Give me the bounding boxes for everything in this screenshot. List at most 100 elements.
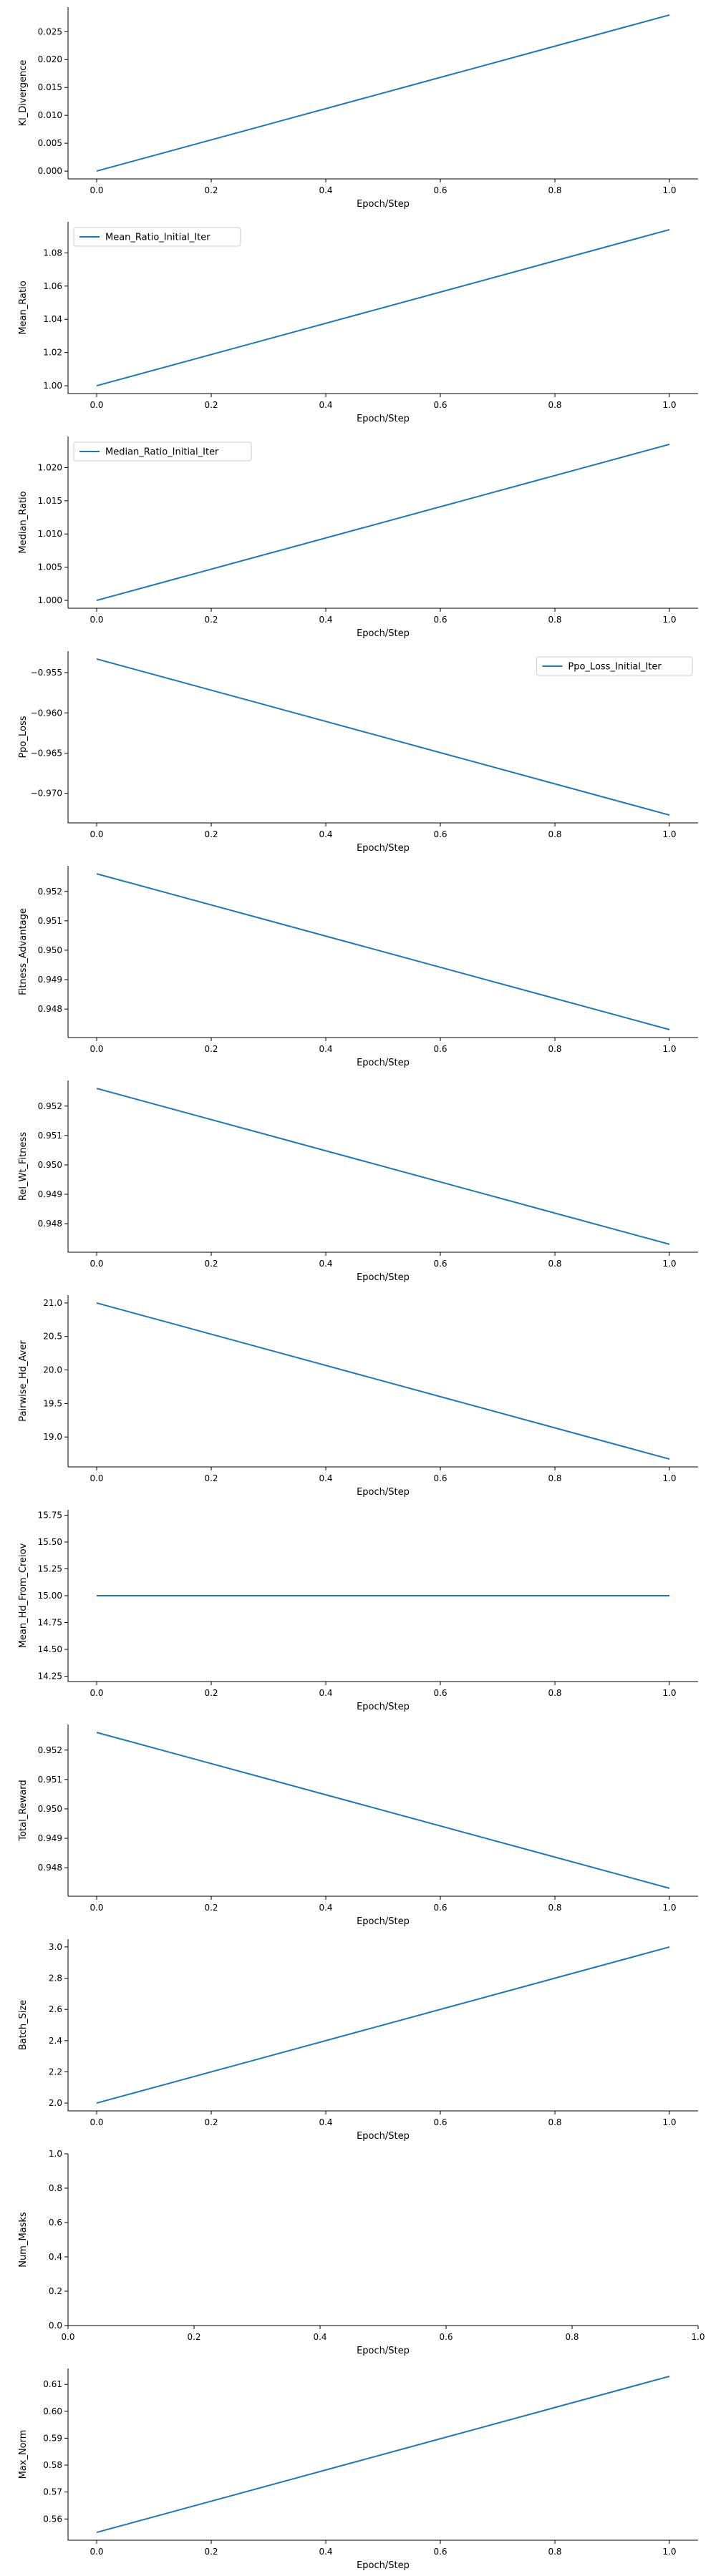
chart-panel-9: 0.0 0.2 0.4 0.6 0.8 1.0 0.948 0.949 0.950 0.951 0.…	[18, 1724, 698, 1927]
y-tick-label: 1.00	[43, 381, 62, 391]
series-line	[96, 443, 670, 602]
y-axis-label: Mean_Ratio	[18, 280, 29, 334]
y-tick-label: 0.951	[38, 1775, 62, 1785]
x-tick-label: 1.0	[662, 2547, 676, 2557]
x-tick-label: 1.0	[662, 185, 676, 195]
y-tick-label: 0.949	[38, 975, 62, 985]
x-axis-label: Epoch/Step	[357, 2560, 410, 2571]
x-axis-label: Epoch/Step	[357, 1916, 410, 1927]
x-tick-label: 0.6	[433, 2547, 447, 2557]
y-tick-label: 0.020	[38, 54, 62, 64]
y-tick-label: 0.949	[38, 1189, 62, 1199]
legend-box	[73, 441, 252, 462]
x-tick-label: 0.8	[548, 2547, 561, 2557]
y-axis-label: Num_Masks	[18, 2212, 29, 2268]
x-tick-label: 0.8	[548, 1688, 561, 1698]
x-tick-label: 1.0	[662, 400, 676, 410]
y-tick-label: 0.6	[49, 2218, 62, 2228]
x-tick-label: 0.2	[204, 2547, 218, 2557]
y-tick-label: 2.4	[49, 2036, 62, 2046]
x-tick-label: 0.6	[433, 615, 447, 625]
y-tick-label: −0.955	[31, 668, 62, 678]
y-tick-label: 1.08	[43, 248, 62, 258]
x-tick-label: 0.6	[433, 1259, 447, 1269]
chart-panel-5: 0.0 0.2 0.4 0.6 0.8 1.0 0.948 0.949 0.950 0.951 0.…	[18, 866, 698, 1068]
y-tick-label: 0.948	[38, 1004, 62, 1014]
y-tick-label: 0.950	[38, 1160, 62, 1170]
y-tick-label: 20.0	[43, 1365, 62, 1375]
x-tick-label: 0.2	[204, 1259, 218, 1269]
x-tick-label: 0.6	[433, 1473, 447, 1483]
x-tick-label: 1.0	[662, 1473, 676, 1483]
x-tick-label: 0.2	[204, 1044, 218, 1054]
y-tick-label: 0.2	[49, 2286, 62, 2296]
series-line	[96, 2375, 670, 2534]
y-tick-label: 21.0	[43, 1298, 62, 1308]
y-tick-label: 0.60	[43, 2406, 62, 2416]
y-tick-label: 0.952	[38, 1745, 62, 1755]
y-tick-label: 15.50	[38, 1537, 62, 1547]
y-tick-label: 0.010	[38, 110, 62, 120]
x-tick-label: 0.6	[433, 2117, 447, 2127]
legend: Median_Ratio_Initial_Iter	[73, 441, 252, 462]
y-tick-label: 2.8	[49, 1974, 62, 1984]
legend-label: Ppo_Loss_Initial_Iter	[568, 662, 662, 673]
y-tick-label: 20.5	[43, 1332, 62, 1342]
series-line	[96, 1088, 670, 1245]
x-tick-label: 0.4	[319, 1044, 332, 1054]
y-axis-label: Mean_Hd_From_Creiov	[18, 1543, 29, 1648]
y-tick-label: 15.75	[38, 1511, 62, 1521]
x-tick-label: 0.0	[90, 2547, 103, 2557]
x-tick-label: 0.4	[319, 185, 332, 195]
y-tick-label: 19.0	[43, 1432, 62, 1442]
chart-panel-12: 0.0 0.2 0.4 0.6 0.8 1.0 0.56 0.57 0.58 0.59 0.60 0.…	[18, 2368, 698, 2571]
x-tick-label: 0.6	[439, 2332, 453, 2342]
x-tick-label: 0.8	[548, 829, 561, 839]
x-tick-label: 0.4	[319, 829, 332, 839]
x-tick-label: 1.0	[662, 1044, 676, 1054]
x-tick-label: 0.2	[204, 2117, 218, 2127]
y-axis-label: Kl_Divergence	[18, 60, 29, 127]
y-axis-label: Rel_Wt_Fitness	[18, 1132, 29, 1201]
x-tick-label: 1.0	[662, 1259, 676, 1269]
y-axis-label: Pairwise_Hd_Aver	[18, 1340, 29, 1422]
chart-panel-11: 0.0 0.2 0.4 0.6 0.8 1.0 0.0 0.2 0.4 0.6 0.8 1.0 Epoc…	[18, 2149, 705, 2356]
y-axis-label: Ppo_Loss	[18, 716, 29, 758]
x-tick-label: 0.4	[319, 615, 332, 625]
y-axis-label: Max_Norm	[18, 2430, 29, 2479]
y-tick-label: 1.000	[38, 595, 62, 605]
legend-label: Mean_Ratio_Initial_Iter	[105, 233, 211, 243]
x-tick-label: 1.0	[662, 2117, 676, 2127]
x-tick-label: 0.2	[204, 1903, 218, 1913]
y-tick-label: 0.951	[38, 916, 62, 926]
y-tick-label: 0.000	[38, 166, 62, 176]
y-tick-label: 0.015	[38, 82, 62, 92]
y-tick-label: 0.59	[43, 2433, 62, 2443]
x-tick-label: 1.0	[691, 2332, 705, 2342]
chart-panel-10: 0.0 0.2 0.4 0.6 0.8 1.0 2.0 2.2 2.4 2.6 2.8 3.0 Epoc…	[18, 1939, 698, 2142]
x-tick-label: 0.8	[548, 1259, 561, 1269]
x-axis-label: Epoch/Step	[357, 1702, 410, 1712]
y-axis-label: Total_Reward	[18, 1780, 29, 1841]
x-tick-label: 1.0	[662, 1903, 676, 1913]
y-tick-label: 0.56	[43, 2514, 62, 2524]
chart-panel-1: 0.0 0.2 0.4 0.6 0.8 1.0 0.000 0.005 0.010 0.015 0.…	[18, 7, 698, 210]
x-tick-label: 0.6	[433, 1688, 447, 1698]
x-axis-label: Epoch/Step	[357, 628, 410, 639]
y-axis-label: Fitness_Advantage	[18, 908, 29, 995]
y-tick-label: 0.952	[38, 1101, 62, 1111]
x-tick-label: 0.0	[90, 1688, 103, 1698]
x-tick-label: 1.0	[662, 829, 676, 839]
y-tick-label: 0.0	[49, 2321, 62, 2331]
chart-panel-6: 0.0 0.2 0.4 0.6 0.8 1.0 0.948 0.949 0.950 0.951 0.…	[18, 1080, 698, 1283]
y-tick-label: 0.57	[43, 2487, 62, 2497]
x-tick-label: 0.4	[319, 400, 332, 410]
y-tick-label: 0.025	[38, 26, 62, 36]
x-tick-label: 0.0	[90, 185, 103, 195]
x-tick-label: 0.4	[313, 2332, 326, 2342]
y-tick-label: −0.965	[31, 748, 62, 758]
y-tick-label: 0.950	[38, 945, 62, 955]
x-axis-label: Epoch/Step	[357, 1272, 410, 1283]
y-tick-label: 14.75	[38, 1618, 62, 1628]
x-tick-label: 0.2	[204, 1688, 218, 1698]
